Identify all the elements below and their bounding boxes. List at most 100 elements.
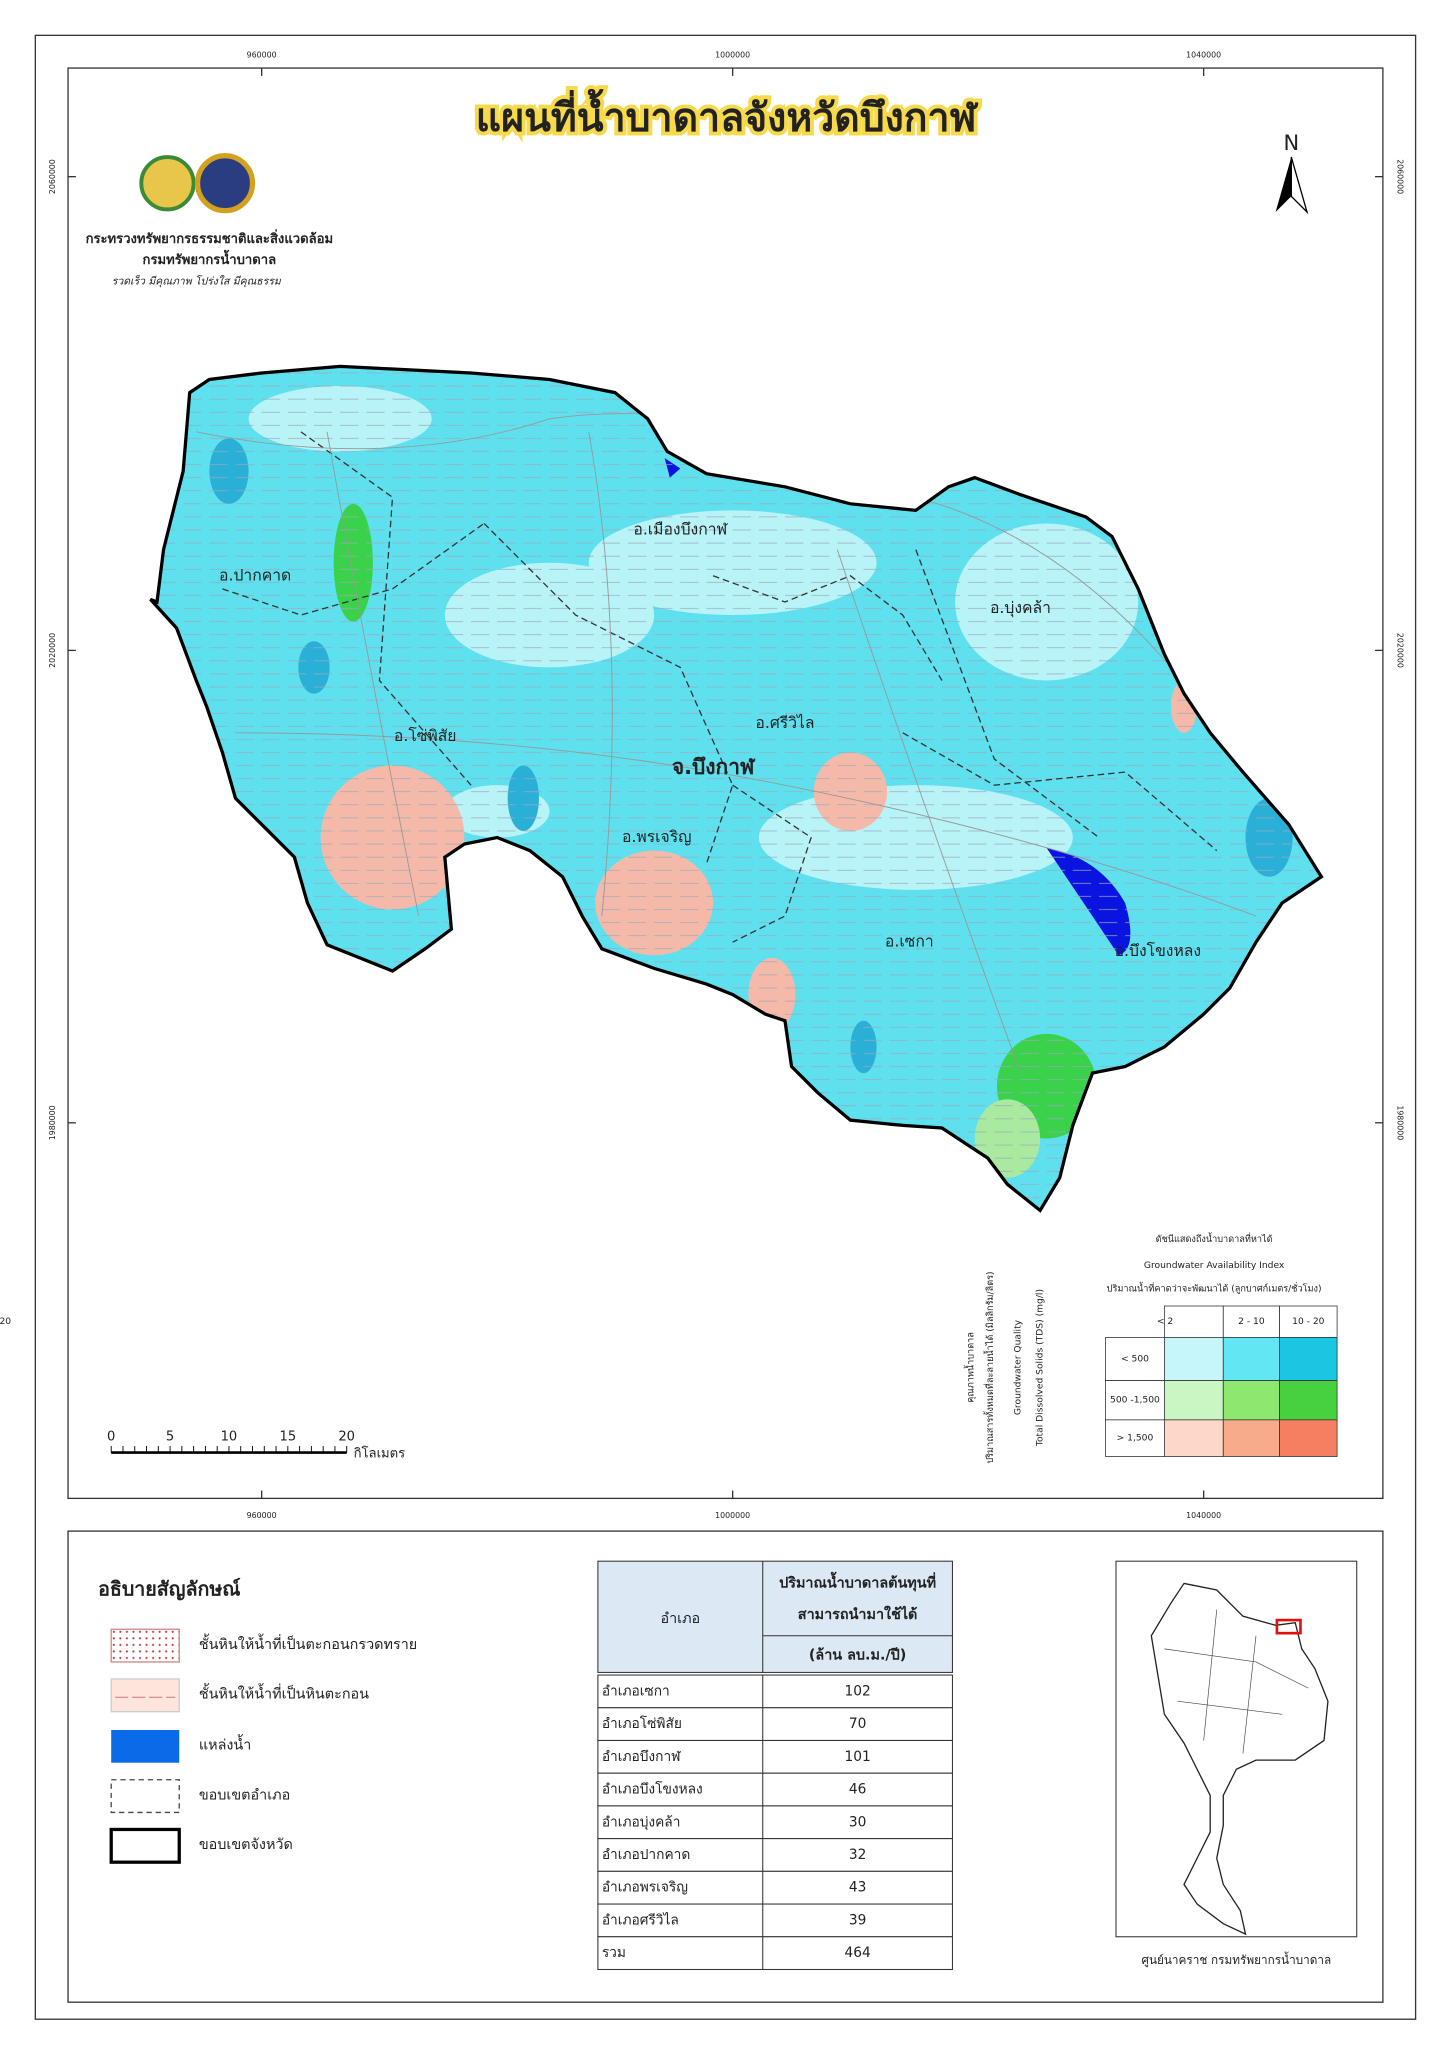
index-cell: [1105, 1380, 1165, 1421]
table-header-cell: ปริมาณน้ำบาดาลต้นทุนที่: [779, 1571, 936, 1591]
table-cell: 102: [845, 1683, 871, 1699]
index-title-en: Groundwater Availability Index: [1144, 1261, 1285, 1271]
table-row: [597, 1936, 953, 1971]
grid-y-label: 1980000: [48, 1105, 57, 1140]
table-row: [597, 1870, 953, 1905]
index-swatch: [1222, 1419, 1280, 1457]
table-header-cell: อำเภอ: [660, 1611, 700, 1627]
inset-province-lines: [1164, 1648, 1309, 1689]
district-label: อ.ปากคาด: [219, 565, 291, 584]
tds-class: < 500: [1121, 1355, 1149, 1365]
grid-y-label: 2060000: [48, 159, 57, 194]
table-header-cell: สามารถนำมาใช้ได้: [798, 1605, 918, 1623]
district-label: อ.เมืองบึงกาฬ: [633, 519, 728, 538]
district-boundary: [712, 575, 943, 681]
grid-y-label: 2020000: [1395, 633, 1404, 668]
index-swatch: [1164, 1419, 1224, 1457]
table-cell: อำเภอปากคาด: [602, 1847, 690, 1863]
table-cell: อำเภอเซกา: [602, 1683, 670, 1699]
table-cell: อำเภอบุ่งคล้า: [602, 1814, 681, 1830]
legend-swatch: [109, 1827, 181, 1864]
district-label: อ.บุ่งคล้า: [990, 598, 1051, 618]
map-frame: [67, 67, 1384, 1500]
legend-swatch: [110, 1628, 180, 1663]
grid-x-label: 1040000: [1186, 50, 1221, 59]
scale-label: 10: [221, 1429, 238, 1444]
yield-class: 10 - 20: [1292, 1317, 1325, 1327]
grid-x-label: 1000000: [715, 50, 750, 59]
table-cell: อำเภอโซ่พิสัย: [602, 1715, 682, 1732]
yield-class: < 2: [1157, 1317, 1173, 1327]
table-cell: 30: [849, 1814, 866, 1830]
legend-panel: [67, 1530, 1384, 2003]
table-cell: 46: [849, 1782, 866, 1798]
legend-label: แหล่งน้ำ: [199, 1735, 251, 1754]
table-cell: 70: [849, 1716, 866, 1732]
province-boundary: [149, 364, 1324, 1213]
district-boundary: [300, 431, 472, 786]
inset-province-lines: [1177, 1700, 1283, 1715]
index-cell: [1105, 1419, 1165, 1457]
stripe-overlay: [150, 366, 1322, 1211]
inset-caption: ศูนย์นาคราช กรมทรัพยากรน้ำบาดาล: [1142, 1951, 1332, 1968]
legend-label: ชั้นหินให้น้ำที่เป็นตะกอนกรวดทราย: [199, 1634, 417, 1653]
table-cell: 101: [845, 1749, 871, 1765]
motto: รวดเร็ว มีคุณภาพ โปร่งใส มีคุณธรรม: [112, 274, 282, 287]
department: กรมทรัพยากรน้ำบาดาล: [143, 249, 277, 268]
table-cell: อำเภอศรีวิไล: [602, 1912, 679, 1928]
grid-x-label: 960000: [247, 1511, 277, 1520]
grid-x-label: 960000: [247, 50, 277, 59]
district-label: อ.บึงโขงหลง: [1115, 941, 1201, 960]
table-cell: 39: [849, 1912, 866, 1928]
table-cell: รวม: [602, 1945, 626, 1961]
scale-unit: กิโลเมตร: [354, 1445, 406, 1461]
inset-highlight: [1275, 1618, 1302, 1635]
table-cell: อำเภอบึงกาฬ: [602, 1749, 681, 1765]
scale-label: 15: [280, 1429, 297, 1444]
map-title: แผนที่น้ำบาดาลจังหวัดบึงกาฬ: [476, 89, 979, 141]
grid-y-label: 2060000: [1395, 159, 1404, 194]
index-title: ดัชนีแสดงถึงน้ำบาดาลที่หาได้: [1156, 1231, 1273, 1245]
yield-class: 2 - 10: [1238, 1317, 1265, 1327]
inset-province-lines: [1203, 1609, 1218, 1741]
index-axis-label: ปริมาณสารทั้งหมดที่ละลายน้ำได้ (มิลลิกรั…: [982, 1271, 996, 1463]
legend-swatch: [110, 1779, 180, 1814]
index-swatch: [1164, 1380, 1224, 1421]
grid-y-label: 1980000: [1395, 1105, 1404, 1140]
table-cell: 464: [845, 1945, 871, 1961]
table-cell: อำเภอพรเจริญ: [602, 1880, 688, 1896]
index-cell: [1279, 1305, 1338, 1338]
index-axis-label: คุณภาพน้ำบาดาล: [962, 1332, 976, 1403]
table-row: [597, 1707, 953, 1741]
inset-country: [1150, 1582, 1329, 1936]
grid-x-label: 1040000: [1186, 1511, 1221, 1520]
district-label: อ.พรเจริญ: [622, 827, 692, 846]
province-label: จ.บึงกาฬ: [672, 755, 756, 779]
district-label: อ.ศรีวิไล: [755, 713, 814, 732]
legend-swatch: [111, 1730, 180, 1763]
district-boundary: [732, 784, 812, 943]
district-boundary: [222, 522, 485, 616]
index-swatch: [1164, 1337, 1224, 1381]
legend-title: อธิบายสัญลักษณ์: [98, 1577, 240, 1600]
legend-label: ชั้นหินให้น้ำที่เป็นหินตะกอน: [199, 1684, 369, 1703]
north-label: N: [1283, 131, 1299, 155]
district-boundary: [902, 732, 1218, 852]
index-swatch: [1222, 1380, 1280, 1421]
index-swatch: [1222, 1337, 1280, 1381]
yield-class: > 20: [0, 1317, 11, 1327]
grid-x-label: 1000000: [715, 1511, 750, 1520]
table-cell: อำเภอบึงโขงหลง: [602, 1781, 703, 1798]
table-row: [597, 1903, 953, 1938]
district-boundary: [483, 522, 734, 864]
table-row: [597, 1838, 953, 1872]
table-row: [597, 1674, 953, 1709]
legend-swatch: [110, 1678, 180, 1713]
scale-label: 5: [166, 1429, 174, 1444]
scale-label: 20: [338, 1429, 355, 1444]
table-row: [597, 1772, 953, 1807]
road: [588, 431, 613, 917]
index-swatch: [1279, 1380, 1338, 1421]
